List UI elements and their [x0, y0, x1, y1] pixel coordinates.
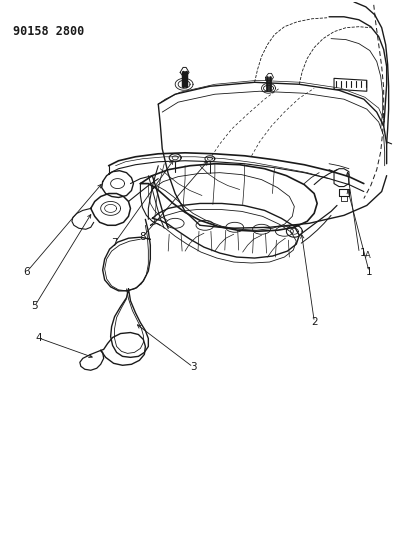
Text: A: A — [365, 251, 371, 260]
Text: 8: 8 — [139, 232, 145, 243]
Text: 1: 1 — [359, 248, 366, 259]
Text: 2: 2 — [311, 317, 318, 327]
Text: 4: 4 — [35, 333, 42, 343]
Text: 7: 7 — [112, 238, 118, 248]
Text: 90158 2800: 90158 2800 — [13, 25, 85, 38]
Text: 3: 3 — [190, 362, 196, 372]
Text: 6: 6 — [24, 267, 30, 277]
Text: 5: 5 — [32, 301, 38, 311]
Text: 1: 1 — [366, 267, 372, 277]
